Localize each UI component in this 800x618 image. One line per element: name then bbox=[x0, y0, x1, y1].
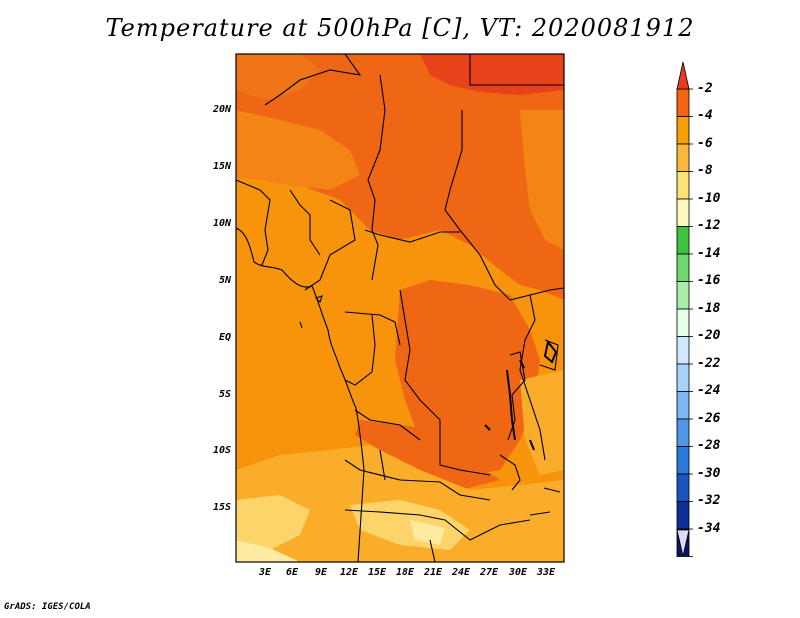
field-red-orange-congo bbox=[395, 280, 540, 475]
colorbar-label: -18 bbox=[697, 301, 721, 316]
colorbar-box bbox=[676, 198, 690, 227]
lon-label-24e: 24E bbox=[451, 567, 471, 578]
lon-label-9e: 9E bbox=[314, 567, 328, 578]
colorbar-box bbox=[676, 171, 690, 200]
colorbar-box bbox=[676, 418, 690, 447]
field-red-orange-south bbox=[355, 420, 500, 490]
lat-label-10n: 10N bbox=[212, 218, 231, 229]
colorbar-box bbox=[676, 501, 690, 530]
colorbar-box bbox=[676, 143, 690, 172]
lon-label-12e: 12E bbox=[339, 567, 359, 578]
colorbar-box bbox=[676, 253, 690, 282]
lat-label-10s: 10S bbox=[212, 445, 231, 456]
grads-credit: GrADS: IGES/COLA bbox=[4, 602, 91, 612]
colorbar-label: -14 bbox=[697, 246, 721, 261]
lon-label-21e: 21E bbox=[423, 567, 443, 578]
colorbar-box bbox=[676, 226, 690, 255]
colorbar-label: -22 bbox=[697, 356, 721, 371]
lon-label-33e: 33E bbox=[536, 567, 556, 578]
colorbar-label: -32 bbox=[697, 493, 721, 508]
lon-label-18e: 18E bbox=[395, 567, 415, 578]
colorbar-label: -24 bbox=[697, 383, 721, 398]
colorbar-box bbox=[676, 336, 690, 365]
field-light-orange-east bbox=[520, 370, 564, 475]
lat-label-eq: EQ bbox=[218, 332, 231, 343]
field-red-orange-north bbox=[236, 54, 564, 300]
colorbar-box bbox=[676, 446, 690, 475]
colorbar-label: -2 bbox=[697, 81, 713, 96]
colorbar-label: -4 bbox=[697, 108, 713, 123]
map-frame bbox=[235, 53, 565, 563]
borders bbox=[236, 54, 564, 562]
field-orange-west bbox=[236, 110, 360, 190]
colorbar-box bbox=[676, 281, 690, 310]
colorbar-top-arrow bbox=[676, 61, 690, 90]
field-patch-nw bbox=[236, 54, 320, 100]
lon-label-27e: 27E bbox=[479, 567, 499, 578]
lon-label-6e: 6E bbox=[285, 567, 299, 578]
colorbar-label: -12 bbox=[697, 218, 721, 233]
lat-label-5n: 5N bbox=[218, 275, 231, 286]
colorbar-label: -6 bbox=[697, 136, 713, 151]
colorbar-label: -10 bbox=[697, 191, 721, 206]
field-pale-yellow-s bbox=[410, 520, 445, 545]
colorbar-label: -8 bbox=[697, 163, 713, 178]
lat-label-5s: 5S bbox=[218, 389, 231, 400]
colorbar-box bbox=[676, 308, 690, 337]
colorbar-box bbox=[676, 473, 690, 502]
colorbar-box bbox=[676, 391, 690, 420]
lon-label-3e: 3E bbox=[258, 567, 272, 578]
colorbar-label: -20 bbox=[697, 328, 721, 343]
colorbar-label: -34 bbox=[697, 521, 721, 536]
lakes bbox=[484, 339, 558, 451]
lat-label-15n: 15N bbox=[212, 161, 231, 172]
temperature-field bbox=[236, 54, 564, 562]
chart-title: Temperature at 500hPa [C], VT: 202008191… bbox=[105, 14, 695, 42]
field-yellow-sw bbox=[236, 495, 310, 555]
lon-label-15e: 15E bbox=[367, 567, 387, 578]
colorbar-label: -30 bbox=[697, 466, 721, 481]
field-orange-east bbox=[520, 110, 564, 250]
colorbar-box bbox=[676, 88, 690, 117]
lat-label-15s: 15S bbox=[212, 502, 231, 513]
colorbar-box bbox=[676, 363, 690, 392]
colorbar-bottom-arrow bbox=[676, 529, 690, 557]
colorbar bbox=[676, 61, 693, 557]
lon-label-30e: 30E bbox=[508, 567, 528, 578]
field-pale-yellow-sw bbox=[236, 540, 300, 562]
colorbar-label: -26 bbox=[697, 411, 721, 426]
colorbar-label: -16 bbox=[697, 273, 721, 288]
colorbar-label: -28 bbox=[697, 438, 721, 453]
lat-label-20n: 20N bbox=[212, 104, 231, 115]
field-orange-center-west bbox=[236, 180, 420, 330]
colorbar-box bbox=[676, 116, 690, 145]
